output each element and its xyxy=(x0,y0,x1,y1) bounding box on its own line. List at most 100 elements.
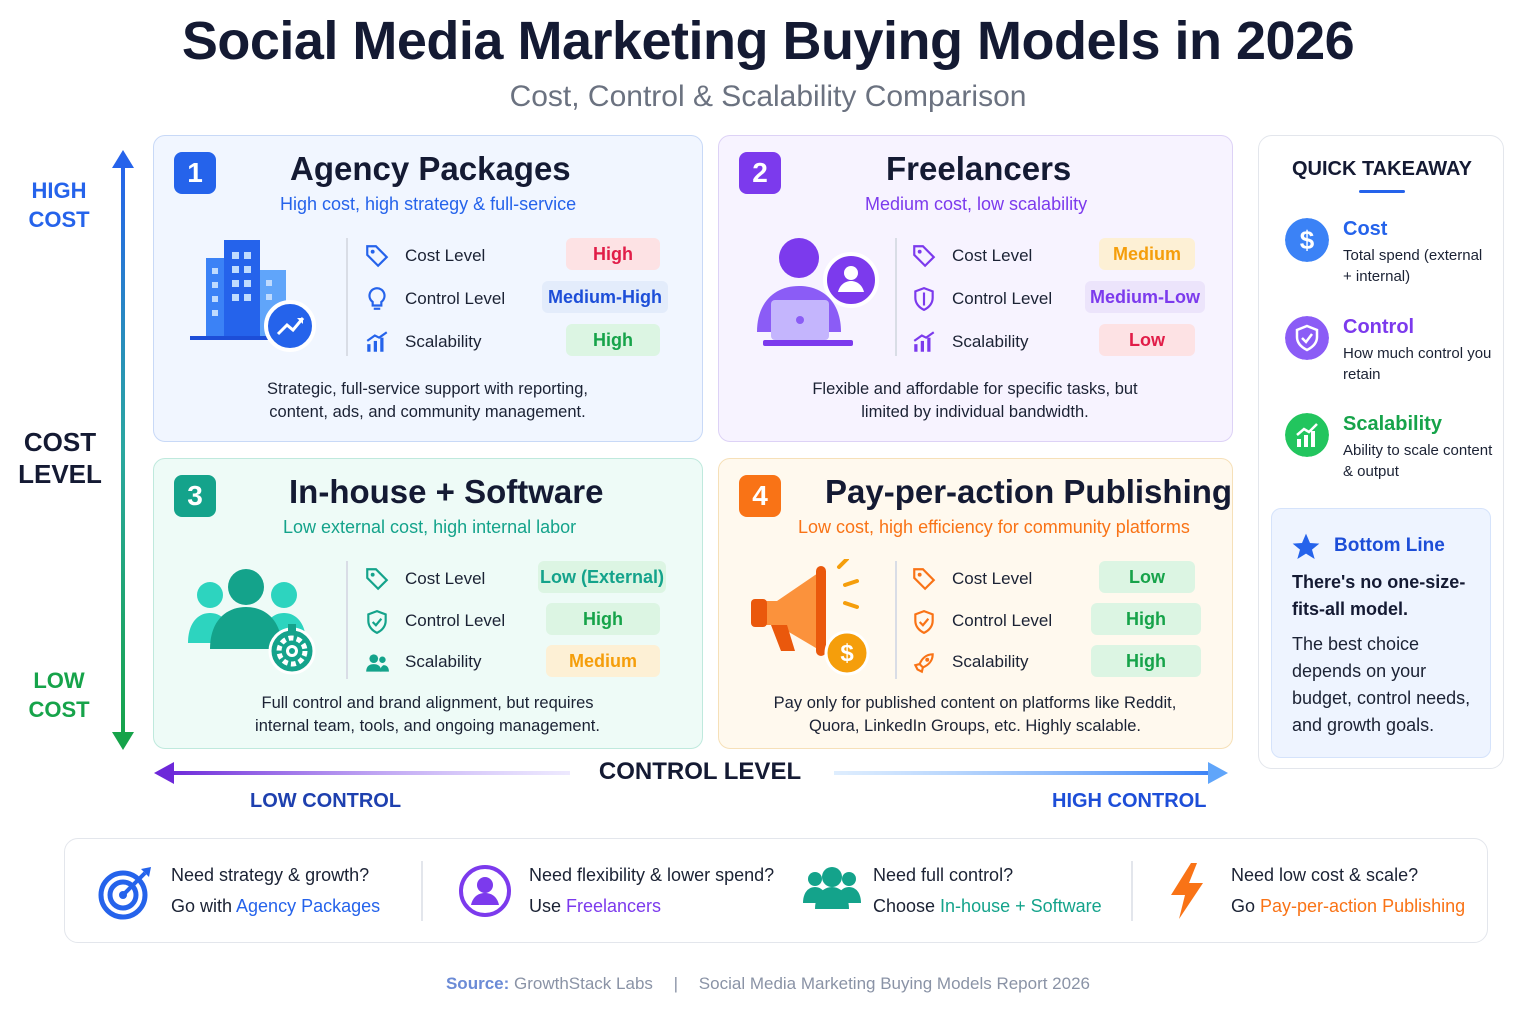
model-description: Pay only for published content on platfo… xyxy=(773,694,1177,735)
guide-answer: Go Pay-per-action Publishing xyxy=(1231,896,1466,916)
team-icon xyxy=(803,867,861,909)
model-number: 3 xyxy=(174,475,216,517)
guide-question: Need strategy & growth? xyxy=(171,865,370,885)
metric-value-control: High xyxy=(546,603,660,635)
user-circle-icon xyxy=(459,865,511,917)
metric-label: Control Level xyxy=(952,289,1053,308)
shield-check-icon xyxy=(367,610,387,635)
megaphone-dollar-icon: $ xyxy=(751,559,870,676)
model-title: Agency Packages xyxy=(290,150,571,187)
tag-icon xyxy=(913,245,936,268)
page-subtitle: Cost, Control & Scalability Comparison xyxy=(509,80,1027,113)
quick-takeaway-panel: QUICK TAKEAWAY $ Cost Total spend (exter… xyxy=(1258,135,1504,769)
model-card-inhouse: 3 In-house + Software Low external cost,… xyxy=(153,458,703,749)
target-icon xyxy=(98,867,151,920)
model-description: Flexible and affordable for specific tas… xyxy=(812,380,1138,421)
guide-question: Need low cost & scale? xyxy=(1231,865,1419,885)
bar-chart-icon xyxy=(913,331,935,352)
model-card-payperaction: 4 Pay-per-action Publishing Low cost, hi… xyxy=(718,458,1233,749)
low-cost-label: LOW COST xyxy=(28,668,90,722)
guide-choice-freelancers: Freelancers xyxy=(566,896,662,916)
panel-title-underline xyxy=(1359,190,1405,193)
team-gear-icon xyxy=(188,569,316,675)
metric-label: Scalability xyxy=(952,332,1029,351)
source-separator: | xyxy=(673,974,679,993)
metric-value-scalability: High xyxy=(1091,645,1201,677)
people-icon xyxy=(366,654,389,672)
metric-value-control: Medium-High xyxy=(542,281,668,313)
high-cost-label: HIGH COST xyxy=(28,178,90,232)
guide-choice-agency: Agency Packages xyxy=(236,896,381,916)
guide-choice-payperaction: Pay-per-action Publishing xyxy=(1260,896,1466,916)
model-subtitle: Low external cost, high internal labor xyxy=(283,517,577,537)
dollar-icon: $ xyxy=(1285,218,1329,262)
bottom-line-title: Bottom Line xyxy=(1334,535,1445,556)
lightbulb-icon xyxy=(368,287,386,310)
metric-label: Control Level xyxy=(405,289,506,308)
model-card-freelancers: 2 Freelancers Medium cost, low scalabili… xyxy=(718,135,1233,442)
shield-check-icon xyxy=(914,610,934,635)
guide-answer: Go with Agency Packages xyxy=(171,896,381,916)
guide-item-freelancers: Need flexibility & lower spend? Use Free… xyxy=(455,839,795,944)
guide-item-inhouse: Need full control? Choose In-house + Sof… xyxy=(801,839,1121,944)
guide-choice-inhouse: In-house + Software xyxy=(940,896,1102,916)
office-building-icon xyxy=(190,240,316,352)
model-subtitle: Low cost, high efficiency for community … xyxy=(798,517,1190,537)
metric-value-cost: High xyxy=(566,238,660,270)
model-description: Strategic, full-service support with rep… xyxy=(267,380,588,421)
svg-text:$: $ xyxy=(1300,225,1315,255)
metric-value-scalability: Medium xyxy=(546,645,660,677)
guide-item-agency: Need strategy & growth? Go with Agency P… xyxy=(95,839,415,944)
takeaway-head: Scalability xyxy=(1343,413,1442,435)
cost-level-label: COST LEVEL xyxy=(18,427,102,489)
metric-value-control: High xyxy=(1091,603,1201,635)
card-divider xyxy=(895,561,897,679)
takeaway-text: Ability to scale content & output xyxy=(1343,442,1493,480)
bottom-line-text: The best choice depends on your budget, … xyxy=(1292,634,1471,735)
tag-icon xyxy=(366,245,389,268)
metric-value-cost: Medium xyxy=(1099,238,1195,270)
guide-divider xyxy=(1131,861,1133,921)
card-divider xyxy=(346,561,348,679)
source-label: Source: xyxy=(445,974,510,993)
card-divider xyxy=(895,238,897,356)
metric-label: Scalability xyxy=(952,652,1029,671)
metric-label: Control Level xyxy=(952,611,1053,630)
low-control-label: LOW CONTROL xyxy=(250,790,402,812)
metric-value-cost: Low (External) xyxy=(538,561,666,593)
model-subtitle: High cost, high strategy & full-service xyxy=(280,194,577,214)
guide-answer: Use Freelancers xyxy=(529,896,662,916)
metric-value-cost: Low xyxy=(1099,561,1195,593)
model-subtitle: Medium cost, low scalability xyxy=(865,194,1088,214)
bottom-line-statement: There's no one-size-fits-all model. xyxy=(1292,572,1466,619)
metric-label: Cost Level xyxy=(405,246,486,265)
card-divider xyxy=(346,238,348,356)
guide-question: Need flexibility & lower spend? xyxy=(529,865,775,885)
shield-icon xyxy=(1285,316,1329,360)
takeaway-text: How much control you retain xyxy=(1343,345,1492,383)
guide-divider xyxy=(421,861,423,921)
metric-label: Scalability xyxy=(405,332,482,351)
model-number: 4 xyxy=(739,475,781,517)
tag-icon xyxy=(366,568,389,591)
metric-value-scalability: Low xyxy=(1099,324,1195,356)
decision-guide-bar: Need strategy & growth? Go with Agency P… xyxy=(64,838,1488,943)
star-icon xyxy=(1292,533,1320,559)
bar-chart-icon xyxy=(366,331,388,352)
cost-axis-arrow xyxy=(112,150,134,750)
high-control-label: HIGH CONTROL xyxy=(1052,790,1207,812)
model-title: In-house + Software xyxy=(289,473,604,510)
model-number: 1 xyxy=(174,152,216,194)
model-title: Pay-per-action Publishing xyxy=(825,473,1233,510)
metric-label: Cost Level xyxy=(952,246,1033,265)
guide-answer: Choose In-house + Software xyxy=(873,896,1102,916)
metric-label: Cost Level xyxy=(952,569,1033,588)
model-card-agency: 1 Agency Packages High cost, high strate… xyxy=(153,135,703,442)
svg-text:$: $ xyxy=(840,640,854,667)
tag-icon xyxy=(913,568,936,591)
page-title: Social Media Marketing Buying Models in … xyxy=(181,11,1355,71)
source-report: Social Media Marketing Buying Models Rep… xyxy=(698,974,1091,993)
model-number: 2 xyxy=(739,152,781,194)
panel-title: QUICK TAKEAWAY xyxy=(1291,158,1473,180)
metric-label: Control Level xyxy=(405,611,506,630)
